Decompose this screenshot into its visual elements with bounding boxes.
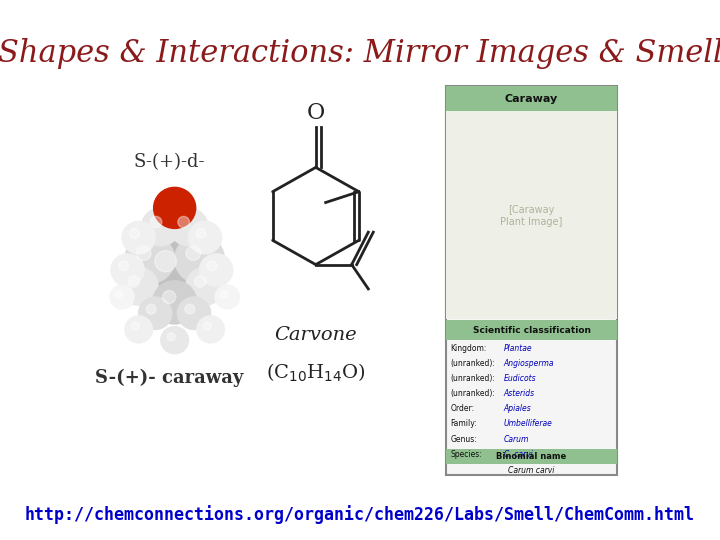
Circle shape	[186, 246, 201, 260]
Circle shape	[146, 305, 156, 314]
Circle shape	[153, 281, 197, 324]
Circle shape	[128, 276, 140, 287]
Circle shape	[178, 217, 189, 228]
Circle shape	[175, 235, 225, 284]
Circle shape	[167, 333, 176, 341]
Text: Apiales: Apiales	[504, 404, 531, 413]
Text: Carum carvi: Carum carvi	[508, 467, 554, 475]
Circle shape	[199, 254, 233, 286]
Text: [Caraway
Plant Image]: [Caraway Plant Image]	[500, 205, 563, 227]
Circle shape	[131, 322, 140, 330]
Circle shape	[125, 235, 175, 284]
Circle shape	[185, 305, 195, 314]
Circle shape	[203, 322, 211, 330]
Circle shape	[122, 221, 156, 254]
Text: Species:: Species:	[450, 450, 482, 458]
Text: (C$_{10}$H$_{14}$O): (C$_{10}$H$_{14}$O)	[266, 361, 366, 384]
Circle shape	[150, 217, 162, 228]
Circle shape	[194, 276, 206, 287]
Circle shape	[119, 261, 128, 271]
Circle shape	[153, 187, 196, 228]
Circle shape	[186, 267, 225, 305]
Circle shape	[161, 327, 189, 354]
FancyBboxPatch shape	[446, 111, 617, 319]
Text: http://chemconnections.org/organic/chem226/Labs/Smell/ChemComm.html: http://chemconnections.org/organic/chem2…	[25, 505, 695, 524]
Circle shape	[197, 316, 225, 343]
Circle shape	[207, 261, 217, 271]
Circle shape	[189, 221, 222, 254]
Circle shape	[120, 267, 158, 305]
Text: Carum: Carum	[504, 435, 529, 443]
Circle shape	[111, 254, 144, 286]
Text: Plantae: Plantae	[504, 344, 533, 353]
FancyBboxPatch shape	[446, 449, 617, 464]
Circle shape	[177, 297, 211, 329]
Circle shape	[155, 251, 176, 272]
Text: (unranked):: (unranked):	[450, 359, 495, 368]
Text: Shapes & Interactions: Mirror Images & Smell: Shapes & Interactions: Mirror Images & S…	[0, 38, 720, 69]
Text: Scientific classification: Scientific classification	[472, 326, 590, 335]
Text: Eudicots: Eudicots	[504, 374, 536, 383]
Text: C. carvi: C. carvi	[504, 450, 533, 458]
Text: Genus:: Genus:	[450, 435, 477, 443]
Circle shape	[130, 229, 140, 239]
Circle shape	[141, 208, 180, 246]
Text: Family:: Family:	[450, 420, 477, 428]
FancyBboxPatch shape	[446, 86, 617, 111]
Text: Carvone: Carvone	[274, 326, 357, 344]
Text: Binomial name: Binomial name	[496, 453, 567, 461]
Text: Umbelliferae: Umbelliferae	[504, 420, 553, 428]
Circle shape	[125, 316, 153, 343]
Circle shape	[215, 285, 239, 309]
FancyBboxPatch shape	[446, 86, 617, 475]
Text: Kingdom:: Kingdom:	[450, 344, 487, 353]
Circle shape	[139, 235, 211, 305]
Text: (unranked):: (unranked):	[450, 374, 495, 383]
Text: Caraway: Caraway	[505, 94, 558, 104]
Text: O: O	[307, 103, 325, 124]
Text: Asterids: Asterids	[504, 389, 535, 398]
Circle shape	[115, 291, 122, 298]
Circle shape	[139, 297, 172, 329]
Circle shape	[110, 285, 134, 309]
Text: Order:: Order:	[450, 404, 474, 413]
FancyBboxPatch shape	[446, 320, 617, 340]
Text: (unranked):: (unranked):	[450, 389, 495, 398]
Text: S-(+)-d-: S-(+)-d-	[133, 153, 205, 171]
Circle shape	[136, 246, 151, 260]
Text: S-(+)- caraway: S-(+)- caraway	[95, 369, 243, 387]
Text: Angiosperma: Angiosperma	[504, 359, 554, 368]
Circle shape	[169, 208, 208, 246]
Circle shape	[196, 229, 206, 239]
Circle shape	[220, 291, 228, 298]
Circle shape	[163, 291, 176, 303]
